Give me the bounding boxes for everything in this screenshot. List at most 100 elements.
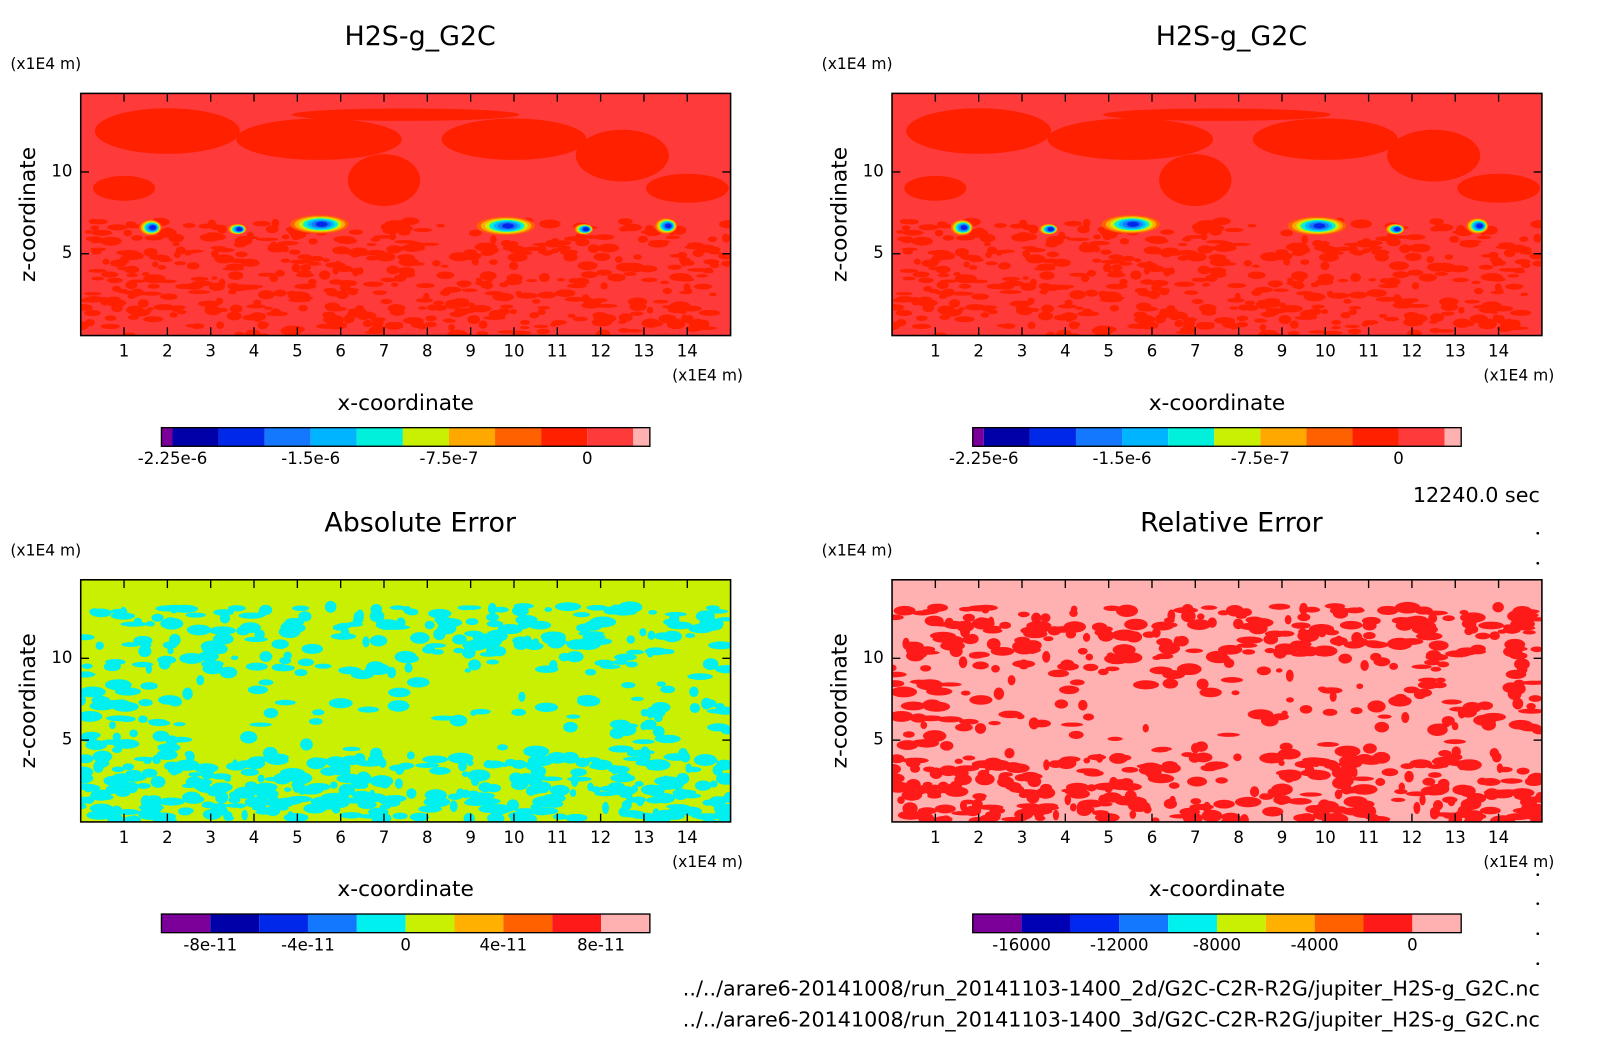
contour-region [1142, 724, 1149, 733]
contour-region [1448, 265, 1469, 273]
contour-region [1084, 289, 1098, 297]
contour-region [1262, 806, 1284, 817]
contour-region [917, 715, 944, 722]
contour-region [271, 639, 289, 649]
contour-region [1236, 636, 1263, 644]
contour-region [1273, 646, 1287, 659]
time-label: 12240.0 sec [1413, 483, 1540, 507]
contour-region [1462, 702, 1482, 713]
contour-region [971, 293, 989, 300]
contour-region [429, 766, 451, 775]
colorbar-segment [1168, 427, 1215, 447]
contour-region [1516, 665, 1528, 674]
contour-region [593, 313, 617, 324]
contour-region [1356, 683, 1364, 690]
colorbar-segment [1352, 427, 1399, 447]
contour-region [379, 804, 391, 810]
colorbar-tick-label: -8e-11 [183, 936, 237, 955]
contour-region [263, 707, 279, 719]
contour-region [680, 793, 702, 799]
contour-region [1025, 254, 1046, 264]
contour-region [1297, 613, 1311, 622]
contour-region [308, 238, 318, 245]
contour-region [1056, 329, 1072, 336]
contour-region [901, 225, 911, 231]
contour-region [655, 793, 675, 804]
contour-region [719, 219, 731, 229]
contour-region [1065, 629, 1077, 639]
x-tick-label: 3 [1017, 828, 1028, 847]
contour-region [1268, 603, 1291, 610]
contour-region [1370, 652, 1382, 662]
contour-region [1533, 233, 1542, 243]
x-tick-label: 9 [465, 342, 476, 361]
contour-region [551, 631, 565, 640]
contour-region [1318, 252, 1339, 262]
contour-region [237, 760, 252, 769]
contour-region [219, 666, 238, 679]
contour-region [665, 777, 677, 785]
contour-region [1233, 753, 1242, 762]
contour-region [1094, 325, 1109, 335]
contour-region [464, 668, 472, 673]
contour-region [357, 311, 377, 320]
contour-region [1151, 621, 1174, 631]
contour-region [1249, 786, 1260, 798]
contour-region [80, 298, 98, 303]
contour-region [926, 789, 942, 797]
contour-region [621, 682, 636, 689]
contour-region [1137, 306, 1158, 312]
contour-region [152, 261, 159, 268]
contour-region [1350, 243, 1357, 248]
contour-region [1278, 315, 1292, 325]
x-tick-label: 10 [503, 342, 524, 361]
contour-region [404, 663, 413, 673]
x-tick-label: 7 [379, 828, 390, 847]
contour-region [657, 648, 675, 655]
contour-region [507, 252, 528, 262]
contour-region [1348, 291, 1368, 299]
contour-region [1285, 669, 1294, 682]
contour-region [80, 803, 87, 809]
contour-region [707, 236, 718, 242]
contour-region [144, 235, 164, 241]
contour-region [1505, 283, 1524, 290]
contour-region [258, 679, 274, 686]
contour-region [91, 249, 102, 255]
colorbar-tick-label: -8000 [1193, 936, 1241, 955]
contour-region [147, 718, 168, 725]
contour-region [550, 248, 560, 253]
contour-region [566, 283, 587, 289]
contour-region [999, 290, 1022, 294]
contour-region [940, 255, 955, 260]
contour-region [1521, 262, 1531, 269]
contour-region [1193, 752, 1213, 763]
colorbar-tick-label: 0 [400, 936, 411, 955]
contour-region [109, 721, 116, 729]
contour-region [1278, 760, 1285, 767]
contour-region [609, 785, 637, 796]
contour-region [1430, 226, 1441, 232]
contour-region [265, 805, 281, 816]
contour-region [1324, 603, 1346, 609]
colorbar-segment [1216, 914, 1266, 933]
contour-region [607, 273, 626, 282]
contour-region [368, 807, 389, 816]
contour-region [708, 251, 722, 255]
contour-region [422, 755, 448, 764]
contour-region [653, 299, 669, 304]
contour-region [1344, 324, 1360, 329]
contour-region [286, 795, 313, 803]
contour-region [615, 256, 623, 263]
contour-region [600, 664, 621, 669]
colorbar-tick-label: -2.25e-6 [949, 449, 1019, 468]
contour-region [602, 801, 610, 814]
contour-region [1190, 798, 1202, 805]
contour-region [257, 321, 270, 327]
contour-region [1041, 258, 1059, 264]
contour-region [289, 259, 312, 264]
contour-feature [1047, 227, 1054, 232]
contour-region [1343, 641, 1365, 649]
contour-region [1489, 748, 1500, 758]
contour-region [1215, 245, 1226, 251]
